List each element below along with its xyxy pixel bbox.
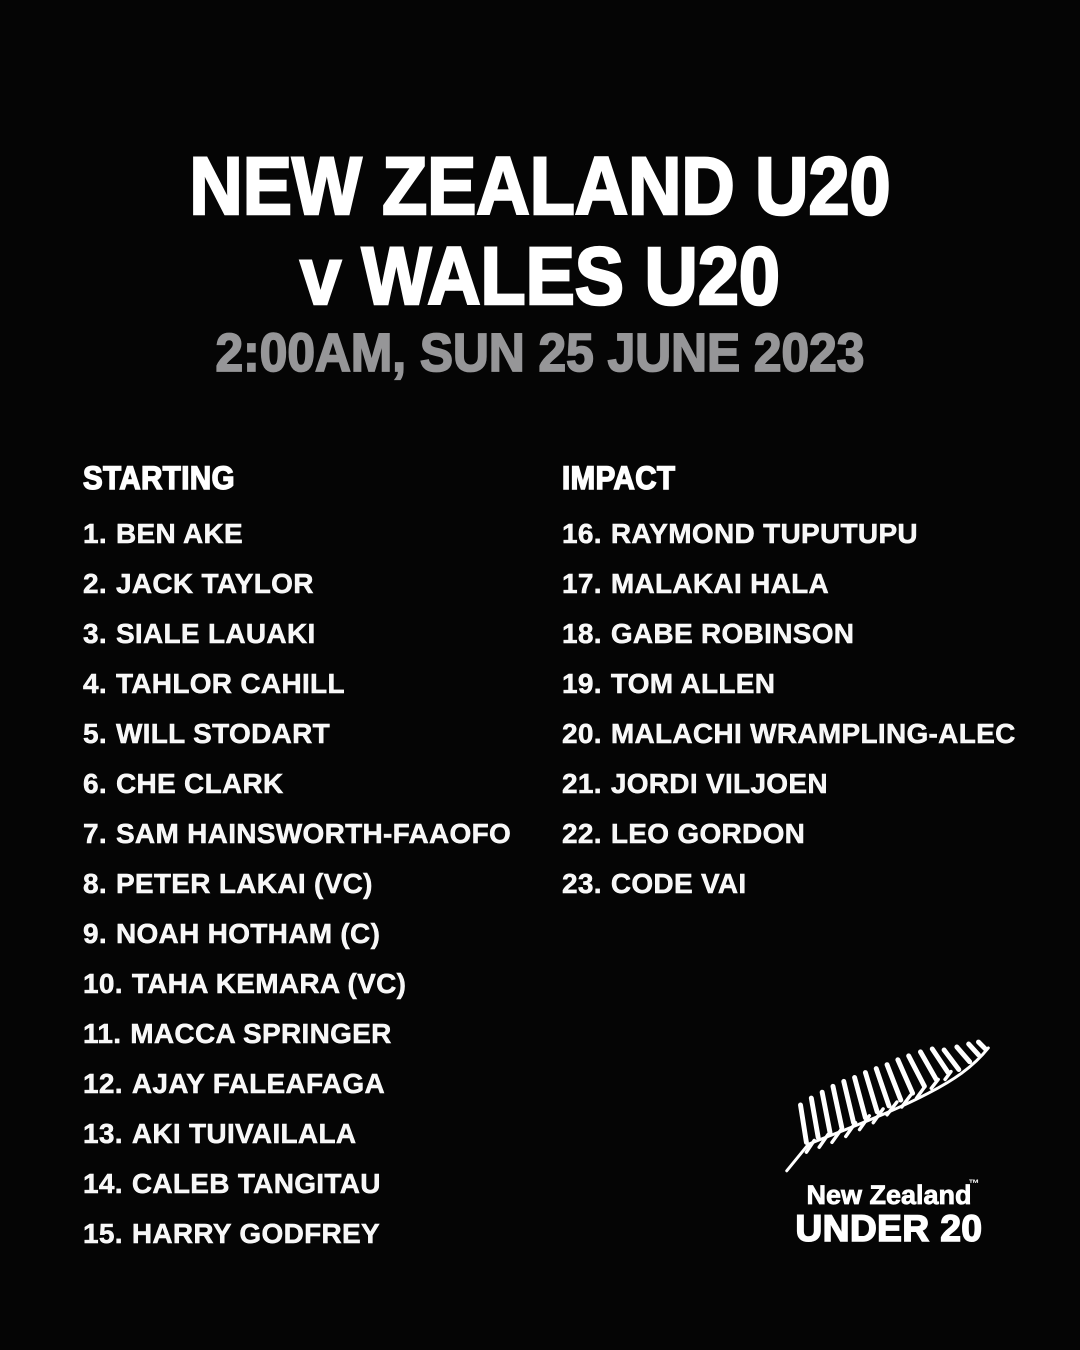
player-row: 19. TOM ALLEN — [562, 659, 1016, 709]
player-number: 17. — [562, 568, 602, 600]
player-row: 21. JORDI VILJOEN — [562, 759, 1016, 809]
player-number: 20. — [562, 718, 602, 750]
player-number: 4. — [83, 668, 107, 700]
player-row: 4. TAHLOR CAHILL — [83, 659, 511, 709]
player-name: PETER LAKAI (VC) — [115, 868, 373, 900]
player-number: 9. — [83, 918, 107, 950]
logo-division: UNDER 20 — [795, 1208, 983, 1249]
player-number: 11. — [83, 1018, 122, 1050]
player-number: 7. — [83, 818, 107, 850]
player-name: CODE VAI — [610, 868, 747, 900]
impact-column: IMPACT 16. RAYMOND TUPUTUPU 17. MALAKAI HA… — [561, 460, 1016, 909]
player-number: 16. — [562, 518, 602, 550]
player-name: GABE ROBINSON — [610, 618, 855, 650]
player-row: 16. RAYMOND TUPUTUPU — [562, 509, 1016, 559]
player-name: WILL STODART — [115, 718, 331, 750]
player-row: 18. GABE ROBINSON — [562, 609, 1016, 659]
player-number: 15. — [83, 1218, 123, 1250]
player-row: 14. CALEB TANGITAU — [83, 1159, 511, 1209]
player-row: 17. MALAKAI HALA — [562, 559, 1016, 609]
player-row: 15. HARRY GODFREY — [83, 1209, 511, 1259]
player-row: 9. NOAH HOTHAM (C) — [83, 909, 511, 959]
player-name: MALACHI WRAMPLING-ALEC — [610, 718, 1016, 750]
player-name: CALEB TANGITAU — [131, 1168, 381, 1200]
trademark-symbol: ™ — [968, 1178, 980, 1190]
match-title-line2: v WALES U20 — [299, 230, 781, 323]
player-row: 11. MACCA SPRINGER — [83, 1009, 511, 1059]
logo-name: New Zealand ™ — [806, 1178, 979, 1211]
match-datetime: 2:00AM, SUN 25 JUNE 2023 — [215, 323, 866, 383]
player-name: JACK TAYLOR — [115, 568, 314, 600]
player-row: 7. SAM HAINSWORTH-FAAOFO — [83, 809, 511, 859]
player-number: 12. — [83, 1068, 123, 1100]
fern-fronds-upper — [798, 1039, 988, 1145]
fern-fronds-lower — [804, 1069, 953, 1154]
player-name: BEN AKE — [115, 518, 244, 550]
player-number: 18. — [562, 618, 602, 650]
player-name: SAM HAINSWORTH-FAAOFO — [115, 818, 512, 850]
player-row: 10. TAHA KEMARA (VC) — [83, 959, 511, 1009]
player-number: 3. — [83, 618, 107, 650]
match-title: NEW ZEALAND U20 v WALES U20 — [54, 140, 1026, 323]
player-number: 1. — [83, 518, 107, 550]
player-row: 22. LEO GORDON — [562, 809, 1016, 859]
impact-heading: IMPACT — [561, 460, 676, 496]
player-name: LEO GORDON — [610, 818, 806, 850]
player-row: 20. MALACHI WRAMPLING-ALEC — [562, 709, 1016, 759]
player-number: 14. — [83, 1168, 123, 1200]
player-row: 13. AKI TUIVAILALA — [83, 1109, 511, 1159]
player-number: 8. — [83, 868, 107, 900]
player-number: 19. — [562, 668, 602, 700]
player-number: 22. — [562, 818, 602, 850]
logo-name-text: New Zealand — [806, 1180, 972, 1211]
player-name: AJAY FALEAFAGA — [131, 1068, 385, 1100]
player-name: RAYMOND TUPUTUPU — [610, 518, 918, 550]
player-name: HARRY GODFREY — [131, 1218, 380, 1250]
player-number: 10. — [83, 968, 123, 1000]
fern-stem — [785, 1142, 810, 1173]
player-row: 2. JACK TAYLOR — [83, 559, 511, 609]
player-number: 21. — [562, 768, 602, 800]
team-logo: New Zealand ™ UNDER 20 — [770, 1030, 1008, 1248]
player-number: 13. — [83, 1118, 123, 1150]
player-name: SIALE LAUAKI — [115, 618, 316, 650]
player-row: 23. CODE VAI — [562, 859, 1016, 909]
player-row: 5. WILL STODART — [83, 709, 511, 759]
player-name: MALAKAI HALA — [610, 568, 830, 600]
player-number: 5. — [83, 718, 107, 750]
player-row: 12. AJAY FALEAFAGA — [83, 1059, 511, 1109]
match-title-line1: NEW ZEALAND U20 — [188, 140, 891, 233]
starting-heading: STARTING — [82, 460, 235, 496]
starting-column: STARTING 1. BEN AKE 2. JACK TAYLOR 3. SIALE… — [82, 460, 511, 1259]
silver-fern-icon — [785, 1039, 990, 1173]
player-name: TAHA KEMARA (VC) — [131, 968, 407, 1000]
player-name: NOAH HOTHAM (C) — [115, 918, 381, 950]
player-name: TOM ALLEN — [610, 668, 776, 700]
player-name: CHE CLARK — [115, 768, 284, 800]
player-number: 6. — [83, 768, 107, 800]
player-number: 23. — [562, 868, 602, 900]
player-name: TAHLOR CAHILL — [115, 668, 345, 700]
player-row: 3. SIALE LAUAKI — [83, 609, 511, 659]
player-name: JORDI VILJOEN — [610, 768, 828, 800]
player-row: 6. CHE CLARK — [83, 759, 511, 809]
player-name: MACCA SPRINGER — [130, 1018, 392, 1050]
player-row: 1. BEN AKE — [83, 509, 511, 559]
player-number: 2. — [83, 568, 107, 600]
player-name: AKI TUIVAILALA — [131, 1118, 357, 1150]
player-row: 8. PETER LAKAI (VC) — [83, 859, 511, 909]
